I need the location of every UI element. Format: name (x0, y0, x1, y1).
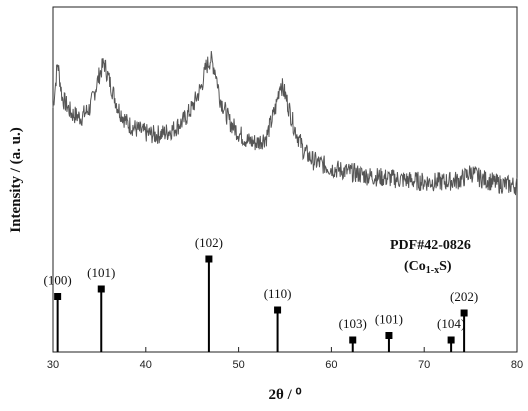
x-tick-label: 60 (325, 359, 337, 371)
phase-label-subscript: 1-x (426, 265, 439, 276)
reference-peak-label: (101) (375, 312, 403, 327)
reference-peak-label: (110) (264, 286, 292, 301)
reference-peak-label: (104) (437, 316, 465, 331)
reference-peak-marker (349, 336, 357, 344)
reference-phase-label: (Co1-xS) (404, 259, 452, 276)
x-tick-label: 40 (140, 359, 152, 371)
x-axis-label: 2θ / ⁰ (268, 387, 301, 403)
reference-card-label: PDF#42-0826 (390, 238, 471, 253)
x-tick-label: 70 (418, 359, 430, 371)
x-tick-label: 80 (511, 359, 523, 371)
reference-peak-label: (202) (450, 289, 478, 304)
x-axis-ticks (52, 347, 518, 352)
reference-peak-marker (205, 255, 213, 263)
reference-peak-marker (447, 336, 455, 344)
phase-label-tail: S) (439, 259, 452, 274)
reference-peak-label: (101) (87, 265, 115, 280)
x-tick-label: 50 (232, 359, 244, 371)
reference-peak-label: (102) (195, 235, 223, 250)
reference-peak-marker (385, 332, 393, 339)
reference-peaks: (100) (101) (102) (110) (103) (101) (104) (202) (44, 235, 478, 352)
x-tick-label: 30 (47, 359, 59, 371)
x-axis-tick-labels: 30 40 50 60 70 80 (47, 359, 523, 371)
reference-peak-marker (54, 293, 62, 300)
xrd-pattern-line (52, 50, 518, 196)
phase-label-main: (Co (404, 259, 426, 274)
reference-peak-label: (103) (339, 316, 367, 331)
reference-peak-label: (100) (44, 273, 72, 288)
reference-peak-marker (97, 285, 105, 293)
reference-peak-marker (274, 306, 282, 314)
y-axis-label: Intensity / (a. u.) (8, 127, 24, 232)
reference-peak-marker (460, 309, 468, 317)
